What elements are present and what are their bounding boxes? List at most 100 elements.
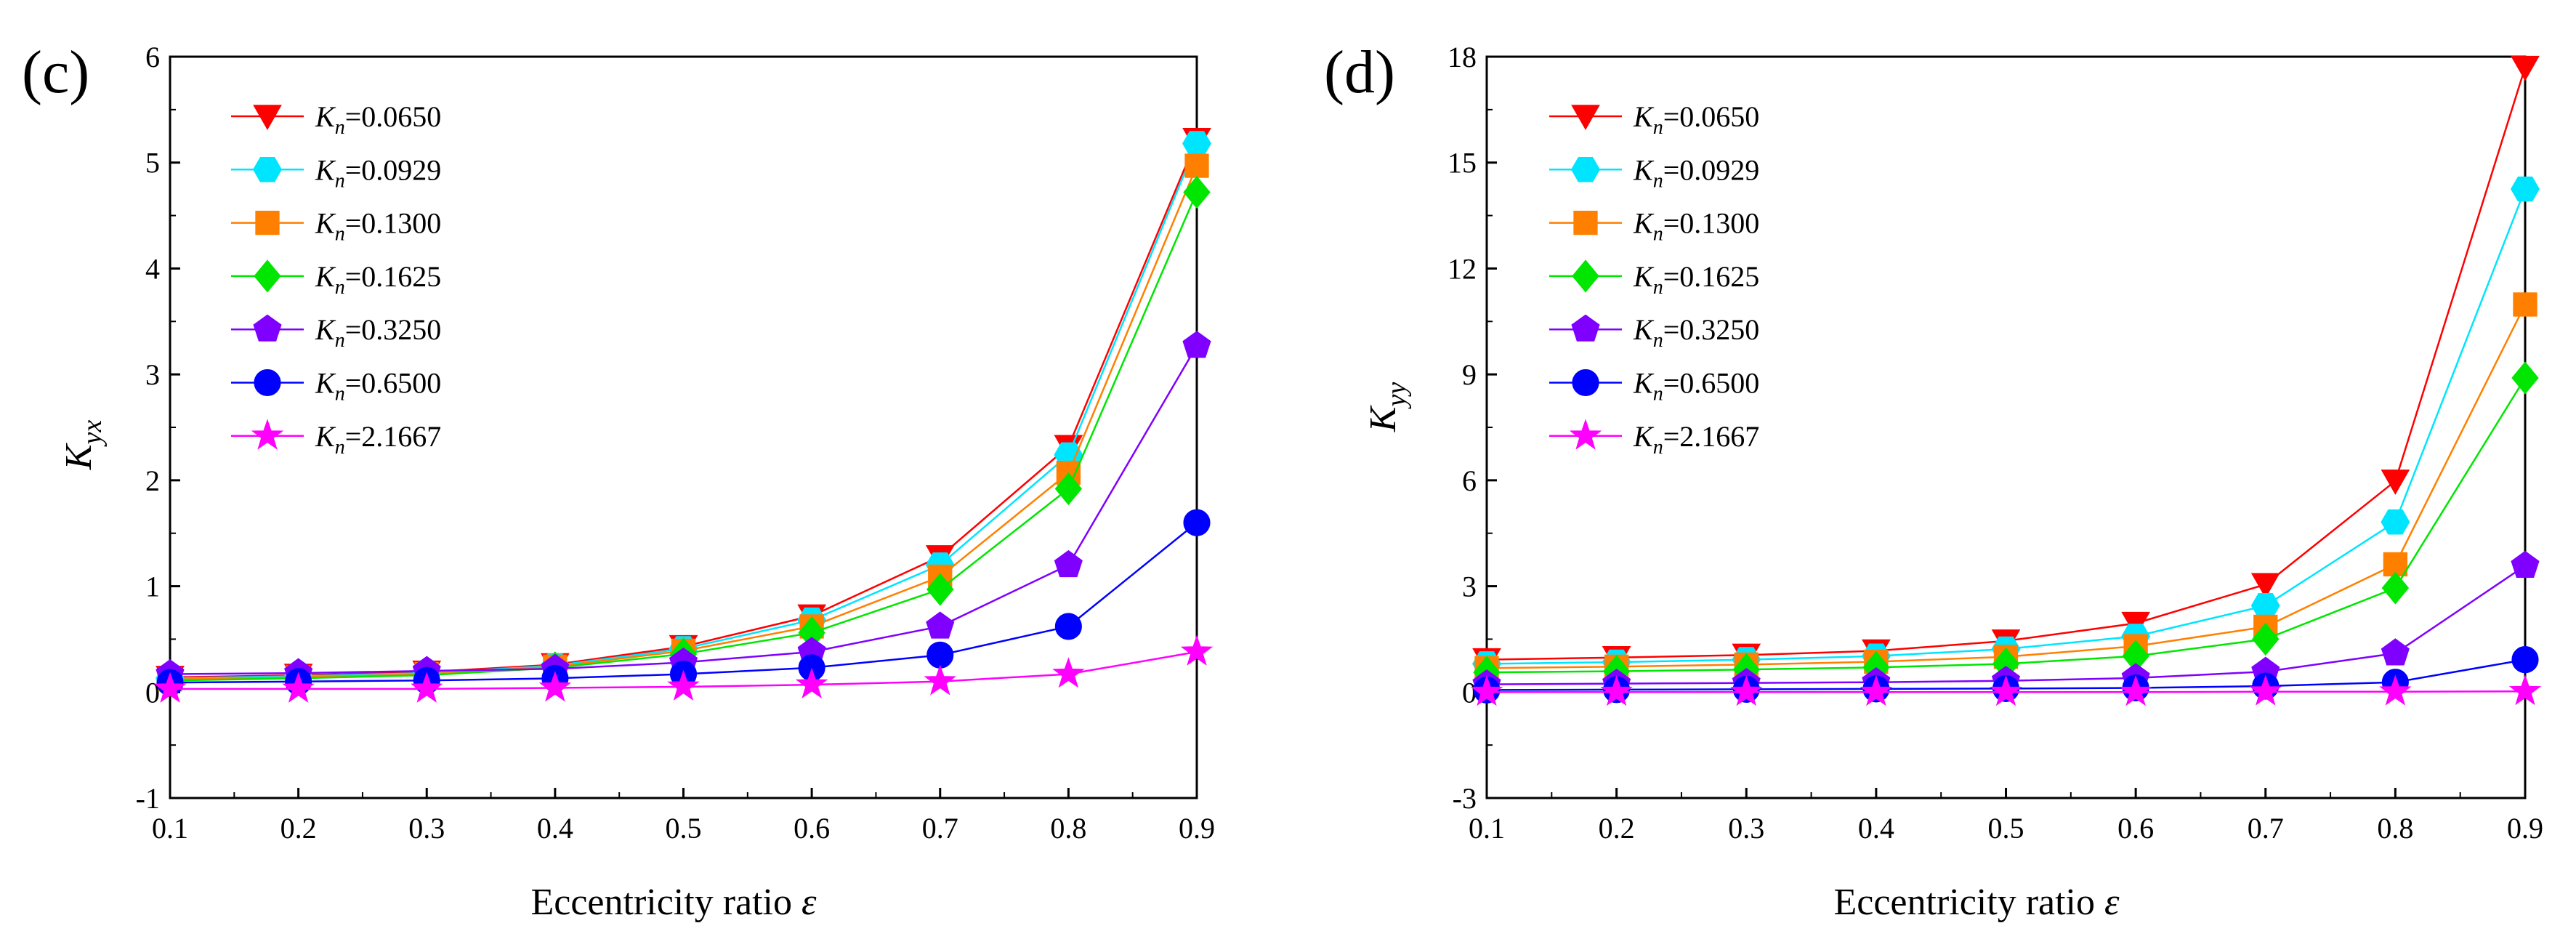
panel-d-label: (d): [1324, 39, 1395, 106]
panel-d-y-tick-label: 15: [1448, 147, 1477, 180]
panel-c-y-axis-title-sub: yx: [77, 420, 108, 448]
data-point: [2511, 361, 2539, 395]
panel-c-legend-item: Kn=0.1625: [231, 259, 441, 299]
panel-c-legend-item: Kn=0.0929: [231, 153, 441, 192]
legend-label-subscript: n: [335, 169, 345, 192]
panel-d-x-axis-title-text: Eccentricity ratio: [1834, 882, 2104, 923]
data-point: [2249, 674, 2282, 706]
legend-label: Kn=0.3250: [315, 313, 441, 352]
panel-c-legend-item: Kn=0.6500: [231, 367, 441, 406]
legend-marker: [253, 157, 282, 182]
panel-c-legend-item: Kn=0.0650: [231, 100, 441, 139]
data-point: [153, 672, 187, 703]
data-point: [1184, 153, 1209, 178]
panel-d-y-axis-title-text: Kyy: [1362, 382, 1412, 433]
legend-label-value: =0.0929: [345, 153, 442, 186]
panel-d-x-axis-title-symbol: ε: [2104, 882, 2120, 923]
legend-label-symbol: K: [1633, 260, 1655, 293]
legend-label-value: =2.1667: [1663, 420, 1760, 453]
panel-c-y-axis-title-text: Kyx: [58, 420, 108, 471]
panel-c-x-tick-label: 0.9: [1179, 812, 1215, 845]
panel-d-legend-item: Kn=0.0929: [1549, 153, 1759, 192]
data-point: [2381, 571, 2410, 605]
legend-label: Kn=2.1667: [1633, 420, 1759, 459]
panel-c-y-tick-label: 5: [145, 147, 160, 180]
legend-marker: [253, 105, 282, 131]
legend-label-value: =0.1300: [1663, 207, 1760, 240]
panel-c-x-tick-label: 0.3: [408, 812, 445, 845]
legend-label-symbol: K: [1633, 367, 1655, 400]
data-point: [1600, 674, 1633, 706]
legend-marker: [254, 259, 281, 293]
panel-d-y-axis-title: Kyy: [1362, 382, 1412, 433]
panel-c: (c) Kyx Eccentricity ratio ε 0.1 0.2 0.3 0.…: [22, 39, 1215, 923]
data-point: [282, 672, 315, 703]
panel-d-x-tick-label: 0.9: [2507, 812, 2543, 845]
panel-d-y-tick-label: 9: [1462, 358, 1477, 391]
panel-d-x-tick-label: 0.3: [1728, 812, 1764, 845]
legend-marker: [254, 368, 281, 397]
panel-d-series: [1470, 55, 2542, 706]
panel-c-x-tick-label: 0.1: [152, 812, 188, 845]
legend-marker: [1571, 314, 1600, 342]
panel-c-y-tick-label: 2: [145, 464, 160, 497]
data-point: [1183, 509, 1211, 536]
panel-c-y-tick-label: -1: [136, 782, 160, 815]
panel-c-y-axis-title: Kyx: [58, 420, 108, 471]
legend-label-value: =0.3250: [345, 313, 442, 346]
data-point: [2513, 292, 2537, 317]
panel-c-x-tick-label: 0.7: [922, 812, 958, 845]
legend-label-value: =0.6500: [345, 367, 442, 400]
data-point: [1182, 331, 1211, 358]
data-point: [1730, 674, 1763, 706]
legend-marker: [1571, 157, 1600, 182]
data-point: [1990, 674, 2022, 706]
panel-c-y-tick-label: 4: [145, 252, 160, 285]
panel-c-y-tick-label: 3: [145, 358, 160, 391]
panel-c-legend: Kn=0.0650Kn=0.0929Kn=0.1300Kn=0.1625Kn=0…: [231, 100, 441, 459]
legend-label-symbol: K: [1633, 420, 1655, 453]
legend-label-symbol: K: [1633, 153, 1655, 186]
legend-marker: [251, 419, 284, 450]
panel-d-series-21667: [1470, 674, 2542, 706]
legend-label-subscript: n: [1653, 383, 1663, 406]
panel-c-x-tick-label: 0.8: [1050, 812, 1086, 845]
data-point: [2379, 674, 2412, 706]
panel-d-y-tick-label: 6: [1462, 464, 1477, 497]
legend-label-value: =0.1300: [345, 207, 442, 240]
legend-label-symbol: K: [315, 420, 336, 453]
legend-label-value: =0.0650: [1663, 100, 1760, 133]
legend-marker: [1573, 210, 1598, 235]
legend-label-subscript: n: [1653, 223, 1663, 246]
legend-label-subscript: n: [1653, 169, 1663, 192]
panel-c-x-tick-label: 0.2: [280, 812, 317, 845]
legend-label: Kn=0.1625: [1633, 260, 1759, 299]
data-point: [1470, 674, 1503, 706]
legend-marker: [1572, 259, 1599, 293]
legend-label-subscript: n: [335, 383, 345, 406]
data-point: [1052, 657, 1085, 688]
panel-d-x-tick-label: 0.5: [1988, 812, 2024, 845]
legend-label-value: =0.1625: [1663, 260, 1760, 293]
legend-label-subscript: n: [335, 223, 345, 246]
panel-c-series-21667: [153, 634, 1214, 703]
legend-label-subscript: n: [335, 329, 345, 352]
panel-d-y-tick-label: -3: [1453, 782, 1477, 815]
panel-c-y-tick-label: 6: [145, 41, 160, 73]
data-point: [2511, 55, 2540, 81]
panel-d-legend-item: Kn=0.1625: [1549, 259, 1759, 299]
data-point: [924, 664, 956, 696]
panel-d-x-tick-label: 0.6: [2117, 812, 2154, 845]
legend-label-value: =0.6500: [1663, 367, 1760, 400]
panel-d-y-tick-label: 18: [1448, 41, 1477, 73]
panel-c-x-tick-label: 0.5: [666, 812, 702, 845]
legend-marker: [253, 314, 282, 342]
panel-c-legend-item: Kn=0.1300: [231, 207, 441, 246]
legend-label: Kn=0.1625: [315, 260, 441, 299]
data-point: [2511, 550, 2540, 578]
legend-label-subscript: n: [335, 276, 345, 299]
panel-d-y-tick-label: 0: [1462, 676, 1477, 709]
panel-d-x-axis-title: Eccentricity ratio ε: [1834, 882, 2120, 923]
